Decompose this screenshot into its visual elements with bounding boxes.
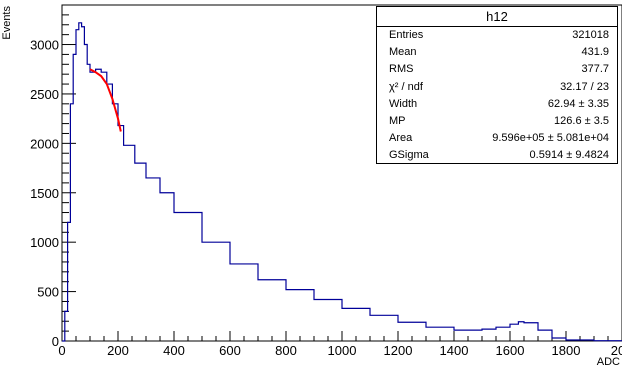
y-tick-label: 500 <box>37 285 59 300</box>
x-axis: 0 200 400 600 800 1000 1200 1400 1600 1800 20 <box>58 331 622 358</box>
stats-label: MP <box>389 114 406 127</box>
x-tick-label: 0 <box>58 343 65 358</box>
stats-value: 0.5914 ± 9.4824 <box>529 149 609 162</box>
stats-value: 32.17 / 23 <box>560 80 609 93</box>
stats-row: RMS 377.7 <box>377 61 617 78</box>
y-tick-label: 2500 <box>30 87 59 102</box>
x-tick-label: 20 <box>611 343 622 358</box>
x-tick-label: 200 <box>107 343 129 358</box>
x-tick-label: 600 <box>219 343 241 358</box>
stats-label: RMS <box>389 63 414 76</box>
y-axis-title: Events <box>1 6 13 40</box>
stats-row: GSigma 0.5914 ± 9.4824 <box>377 147 617 164</box>
stats-value: 321018 <box>572 29 609 41</box>
y-axis: 0 500 1000 1500 2000 2500 3000 <box>30 4 76 349</box>
y-tick-label: 1500 <box>30 186 59 201</box>
stats-box: h12 Entries 321018 Mean 431.9 RMS 377.7 χ² / n… <box>376 6 618 164</box>
stats-label: Mean <box>389 46 417 59</box>
fit-curve <box>89 68 122 132</box>
stats-row: Mean 431.9 <box>377 44 617 61</box>
x-tick-label: 1600 <box>496 343 525 358</box>
y-tick-label: 2000 <box>30 136 59 151</box>
x-tick-label: 1000 <box>328 343 357 358</box>
stats-row: χ² / ndf 32.17 / 23 <box>377 79 617 96</box>
stats-label: χ² / ndf <box>389 80 423 93</box>
stats-value: 431.9 <box>581 46 609 59</box>
y-tick-label: 3000 <box>30 38 59 53</box>
stats-row: Entries 321018 <box>377 27 617 44</box>
stats-label: GSigma <box>389 149 429 162</box>
stats-rows: Entries 321018 Mean 431.9 RMS 377.7 χ² / ndf 32… <box>377 27 617 165</box>
x-tick-label: 1200 <box>384 343 413 358</box>
stats-value: 126.6 ± 3.5 <box>554 114 609 127</box>
stats-row: Width 62.94 ± 3.35 <box>377 96 617 113</box>
stats-value: 377.7 <box>581 63 609 76</box>
x-tick-label: 1400 <box>440 343 469 358</box>
stats-label: Area <box>389 132 413 145</box>
y-tick-label: 1000 <box>30 235 59 250</box>
histogram-series <box>62 22 622 342</box>
stats-value: 62.94 ± 3.35 <box>547 97 609 110</box>
stats-row: MP 126.6 ± 3.5 <box>377 113 617 130</box>
stats-value: 9.596e+05 ± 5.081e+04 <box>492 132 609 145</box>
x-tick-label: 800 <box>275 343 297 358</box>
stats-label: Width <box>389 97 418 110</box>
stats-row: Area 9.596e+05 ± 5.081e+04 <box>377 130 617 147</box>
x-tick-label: 1800 <box>552 343 581 358</box>
x-axis-title: ADC <box>597 356 620 368</box>
x-tick-label: 400 <box>163 343 185 358</box>
stats-title: h12 <box>377 7 617 27</box>
stats-label: Entries <box>389 29 424 41</box>
y-tick-label: 0 <box>52 334 59 349</box>
